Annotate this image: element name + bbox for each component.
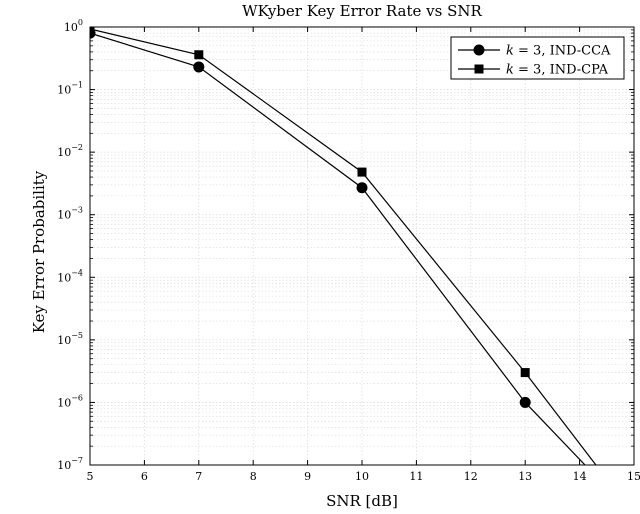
y-tick-label: 10−2: [57, 143, 83, 159]
x-axis-label: SNR [dB]: [326, 492, 398, 510]
x-tick-label: 5: [87, 470, 94, 483]
grid-lines: [90, 27, 634, 465]
x-tick-label: 15: [627, 470, 640, 483]
data-point: [357, 167, 367, 177]
y-axis-label: Key Error Probability: [30, 170, 48, 333]
y-tick-label: 10−5: [57, 331, 83, 347]
data-point: [519, 396, 531, 408]
x-tick-label: 8: [250, 470, 257, 483]
data-point: [193, 61, 205, 73]
data-point: [356, 182, 368, 194]
legend-label: k = 3, IND-CPA: [506, 63, 609, 78]
data-point: [90, 27, 95, 34]
y-tick-label: 100: [64, 18, 83, 34]
legend-entries: k = 3, IND-CCA k = 3, IND-CPA: [458, 44, 611, 78]
x-tick-label: 14: [573, 470, 587, 483]
legend-marker: [473, 44, 485, 56]
data-point: [194, 50, 204, 60]
y-tick-label: 10−7: [57, 456, 83, 472]
legend-label: k = 3, IND-CCA: [506, 44, 611, 59]
series-line: [90, 32, 586, 465]
y-tick-label: 10−1: [57, 81, 83, 97]
series-line: [90, 28, 597, 465]
x-tick-label: 6: [141, 470, 148, 483]
x-tick-label: 11: [409, 470, 423, 483]
chart-title: WKyber Key Error Rate vs SNR: [242, 2, 482, 20]
y-tick-label: 10−3: [57, 206, 83, 222]
y-tick-label: 10−6: [57, 393, 83, 409]
legend: k = 3, IND-CCA k = 3, IND-CPA: [450, 36, 625, 80]
y-tick-label: 10−4: [57, 268, 83, 284]
x-tick-label: 12: [464, 470, 478, 483]
axis-ticks: 5 6 7 8 9 10 11 12 13 14 15 100 10−1 10−2 10−3 10−4 10−5…: [57, 18, 640, 483]
series-circle: [90, 27, 586, 465]
x-tick-label: 10: [355, 470, 369, 483]
series-layer: [90, 27, 597, 465]
x-tick-label: 7: [195, 470, 202, 483]
series-square: [90, 27, 597, 465]
x-tick-label: 13: [518, 470, 532, 483]
legend-marker: [474, 64, 484, 74]
x-tick-label: 9: [304, 470, 311, 483]
data-point: [520, 368, 530, 378]
